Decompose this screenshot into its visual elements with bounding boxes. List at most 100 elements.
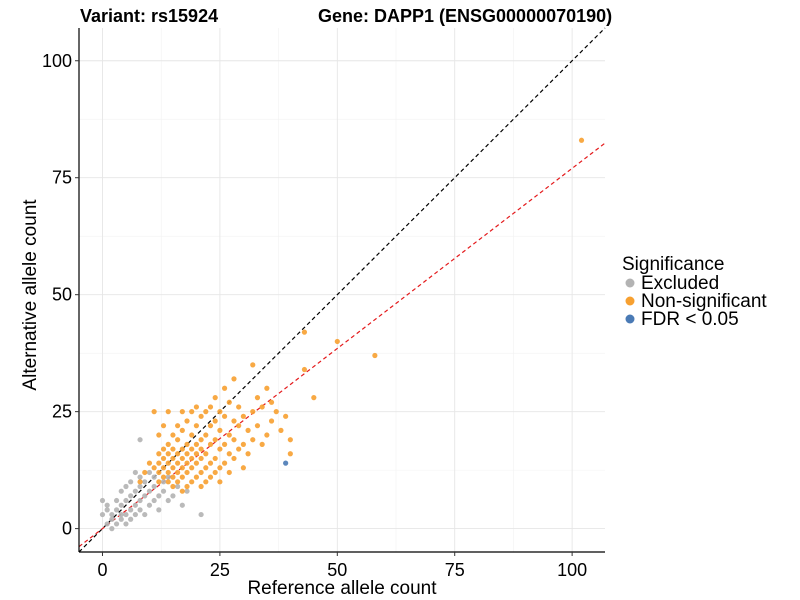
reference-lines [78,27,606,553]
point-excluded [165,497,171,504]
point-non-significant [221,385,228,391]
point-non-significant [146,460,153,466]
point-excluded [179,502,185,508]
point-excluded [175,483,181,490]
legend-swatch [625,296,635,306]
point-non-significant [203,451,209,457]
point-non-significant [203,409,209,415]
point-non-significant [193,441,200,447]
point-non-significant [250,409,256,415]
point-excluded [137,497,143,504]
point-non-significant [264,385,270,391]
point-non-significant [236,423,242,429]
point-excluded [132,469,138,476]
point-excluded [132,511,138,518]
point-excluded [184,488,190,494]
point-non-significant [245,451,251,457]
point-non-significant [236,404,242,410]
point-non-significant [259,441,265,447]
point-non-significant [240,465,246,471]
y-tick-label: 25 [52,402,72,422]
x-tick-label: 75 [445,560,465,580]
point-non-significant [193,451,200,457]
point-excluded [118,502,124,508]
point-non-significant [372,352,378,359]
point-excluded [132,488,138,494]
point-non-significant [301,329,308,335]
point-excluded [146,502,153,508]
point-non-significant [165,479,171,485]
point-non-significant [198,437,204,443]
point-non-significant [160,455,167,462]
point-non-significant [207,460,214,466]
point-non-significant [212,437,218,443]
point-non-significant [160,446,167,452]
point-non-significant [179,465,185,471]
x-tick-label: 0 [97,560,107,580]
point-non-significant [175,423,181,429]
x-tick-label: 100 [557,560,587,580]
point-non-significant [287,451,293,457]
point-non-significant [175,460,181,466]
y-tick-label: 100 [42,51,72,71]
point-non-significant [175,451,181,457]
point-non-significant [170,474,176,480]
y-axis-label: Alternative allele count [20,199,41,391]
point-excluded [132,502,138,508]
point-excluded [99,497,106,504]
point-non-significant [142,469,148,476]
point-non-significant [165,469,171,476]
point-excluded [151,497,157,504]
reference-line-fit [78,142,606,548]
point-non-significant [250,362,256,368]
point-excluded [109,516,115,522]
point-non-significant [165,460,171,466]
point-non-significant [179,488,185,494]
point-non-significant [254,423,261,429]
point-non-significant [287,437,293,443]
point-excluded [113,521,120,527]
point-non-significant [231,437,237,443]
point-excluded [137,474,143,480]
point-non-significant [189,409,195,415]
point-non-significant [198,469,204,476]
point-non-significant [236,446,242,452]
point-non-significant [198,446,204,452]
point-non-significant [189,465,195,471]
point-non-significant [221,441,228,447]
point-excluded [104,521,110,527]
point-non-significant [156,469,162,476]
x-tick-label: 25 [210,560,230,580]
legend-label: FDR < 0.05 [641,309,739,330]
point-non-significant [189,446,195,452]
legend-title: Significance [622,254,724,275]
point-non-significant [175,469,181,476]
point-non-significant [221,413,228,419]
point-non-significant [170,465,176,471]
point-non-significant [203,479,209,485]
point-non-significant [165,451,171,457]
point-excluded [137,483,143,490]
point-non-significant [212,469,218,476]
point-non-significant [207,423,214,429]
point-excluded [104,502,110,508]
legend-swatch [625,314,635,324]
y-tick-label: 75 [52,168,72,188]
point-excluded [118,511,124,518]
point-non-significant [156,432,162,438]
point-non-significant [189,432,195,438]
point-non-significant [203,432,209,438]
point-non-significant [226,432,232,438]
point-non-significant [334,338,340,345]
point-non-significant [160,423,167,429]
point-non-significant [179,455,185,462]
point-non-significant [175,437,181,443]
point-excluded [142,493,148,499]
point-excluded [109,526,115,532]
legend-label: Excluded [641,273,719,294]
point-excluded [128,516,134,522]
variant-title: Variant: rs15924 [80,6,218,26]
point-excluded [123,497,129,504]
point-excluded [160,488,167,494]
